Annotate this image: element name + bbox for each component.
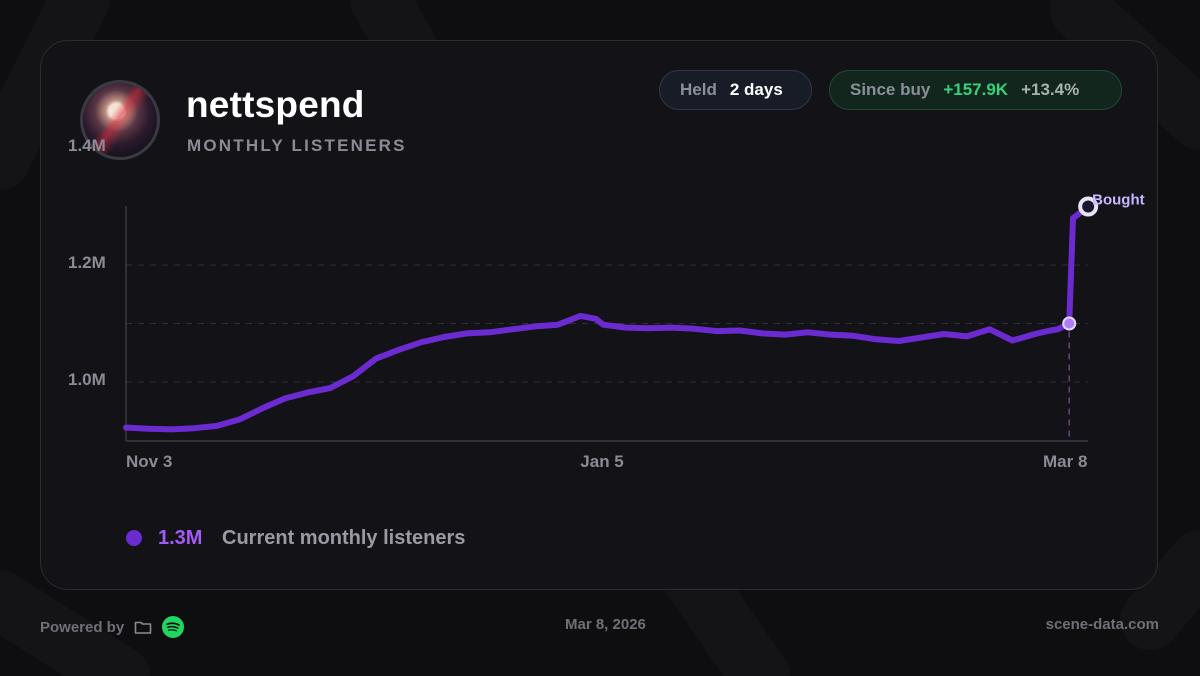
footer-site[interactable]: scene-data.com [1045, 616, 1159, 633]
powered-by-label: Powered by [40, 618, 125, 636]
y-tick-label-2: 1.0M [68, 370, 106, 389]
since-buy-percent: +13.4% [1021, 80, 1080, 99]
artist-name: nettspend [186, 84, 365, 125]
legend-label: Current monthly listeners [222, 527, 466, 549]
current-point [1078, 196, 1099, 217]
held-badge: Held 2 days [659, 70, 812, 110]
series-line [123, 203, 1092, 433]
x-tick-label-2: Mar 8 [1043, 452, 1087, 471]
stats-card [40, 40, 1158, 590]
legend-dot [126, 530, 142, 546]
since-buy-badge: Since buy +157.9K +13.4% [829, 70, 1122, 110]
held-value: 2 days [729, 80, 783, 99]
powered-by: Powered by [40, 616, 185, 638]
bought-annotation: Bought [1092, 192, 1144, 209]
legend-value: 1.3M [158, 527, 203, 549]
since-buy-label: Since buy [850, 80, 931, 99]
y-tick-label-0: 1.4M [68, 136, 106, 155]
footer-date: Mar 8, 2026 [565, 616, 646, 633]
y-tick-label-1: 1.2M [68, 253, 106, 272]
since-buy-change: +157.9K [943, 80, 1009, 99]
x-tick-label-1: Jan 5 [580, 452, 623, 471]
artist-avatar [80, 80, 160, 160]
folder-icon [134, 621, 152, 634]
held-label: Held [680, 80, 717, 99]
spotify-icon [162, 616, 185, 638]
buy-point [1062, 316, 1077, 331]
x-tick-label-0: Nov 3 [126, 452, 172, 471]
metric-label: MONTHLY LISTENERS [187, 136, 407, 155]
